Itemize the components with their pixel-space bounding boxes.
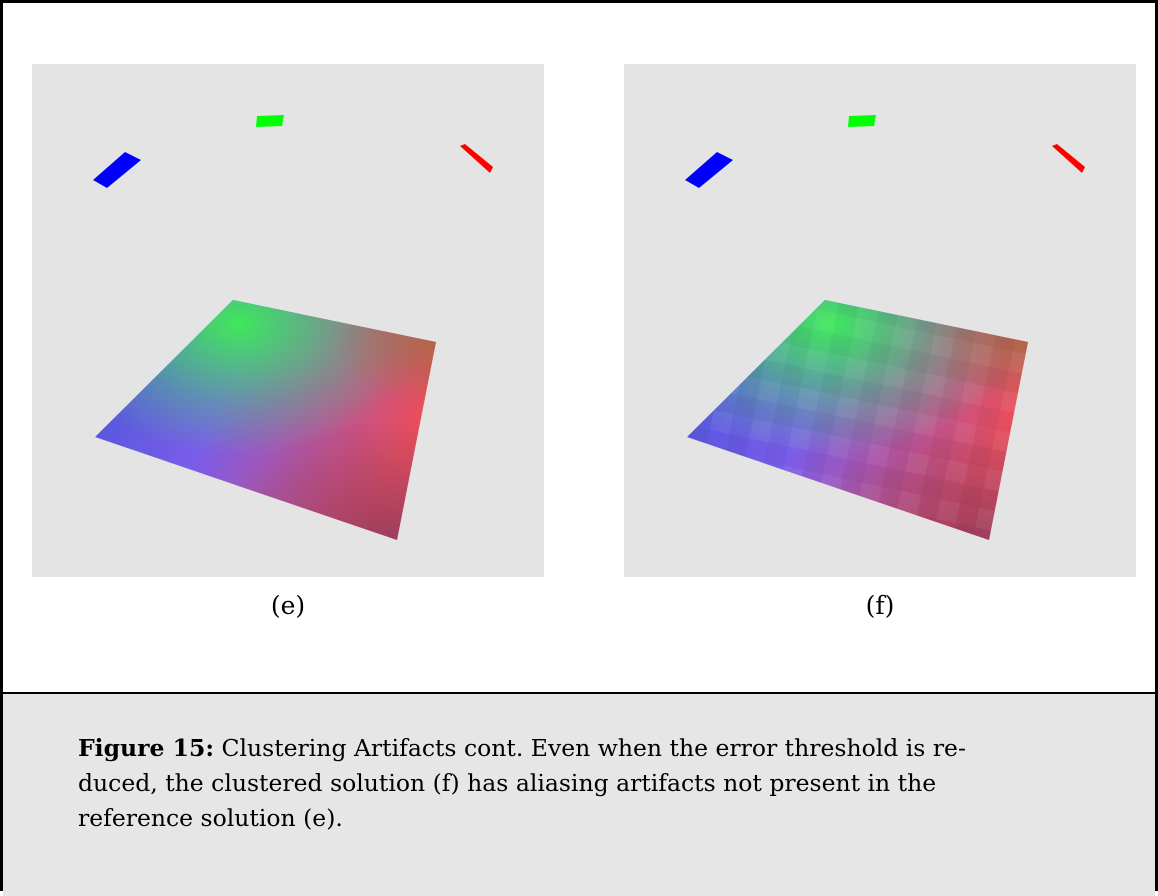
caption-text: duced, the clustered solution (f) has al… xyxy=(78,766,966,801)
caption-label: Figure 15: xyxy=(78,734,214,762)
caption-text: Clustering Artifacts cont. Even when the… xyxy=(222,734,966,762)
render-image xyxy=(624,64,1136,577)
panel: (e) xyxy=(32,64,544,620)
caption: Figure 15: Clustering Artifacts cont. Ev… xyxy=(3,692,1155,896)
figure: (e) (f) Figure 15: Clustering Artifacts … xyxy=(0,0,1158,891)
render-image xyxy=(32,64,544,577)
caption-text: reference solution (e). xyxy=(78,801,966,836)
subfigure-label: (e) xyxy=(32,591,544,620)
subfigure-label: (f) xyxy=(624,591,1136,620)
panel: (f) xyxy=(624,64,1136,620)
